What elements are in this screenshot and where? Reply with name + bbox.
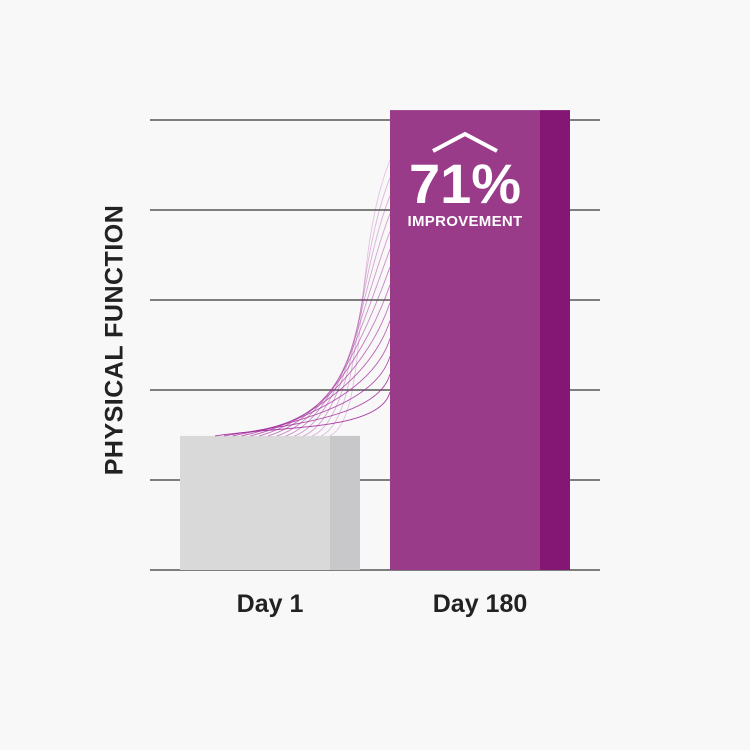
bar-side <box>540 110 570 570</box>
improvement-label: IMPROVEMENT <box>407 213 523 230</box>
bar-day-1 <box>180 435 330 570</box>
connector-curve <box>214 391 391 437</box>
connector-curve <box>294 231 391 437</box>
connector-curve <box>320 177 391 437</box>
connector-curve <box>232 356 391 437</box>
x-tick-label-day-1: Day 1 <box>236 590 304 618</box>
x-tick-label-day-180: Day 180 <box>432 590 528 618</box>
connector-curve <box>303 213 391 437</box>
connector-curve <box>241 338 391 437</box>
connector-curve <box>276 266 391 437</box>
caret-up-icon <box>432 131 498 153</box>
improvement-value: 71% <box>408 152 522 215</box>
connector-curve <box>285 249 391 437</box>
bar-day-180 <box>390 110 540 570</box>
connector-curve <box>259 302 391 437</box>
connector-curve <box>250 320 391 437</box>
connector-curve <box>329 159 391 437</box>
connector-curve <box>312 195 391 437</box>
y-axis-label: PHYSICAL FUNCTION <box>100 204 129 476</box>
bar-side <box>330 435 360 570</box>
connector-curve <box>223 374 391 437</box>
connector-curve <box>267 284 391 437</box>
